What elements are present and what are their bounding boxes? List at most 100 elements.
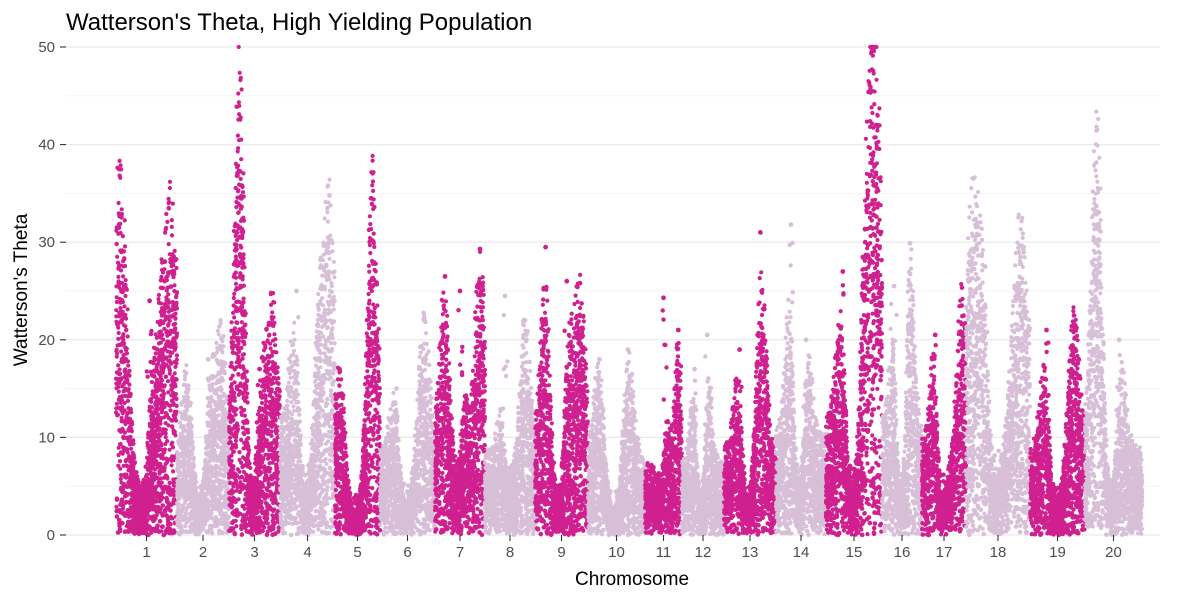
data-point — [240, 284, 244, 288]
data-point — [264, 328, 268, 332]
data-point — [179, 460, 183, 464]
data-point — [231, 390, 235, 394]
data-point — [267, 525, 272, 530]
data-point — [187, 503, 192, 508]
data-point — [289, 360, 293, 364]
data-point — [128, 522, 133, 527]
data-point — [170, 225, 174, 229]
data-point — [236, 485, 241, 490]
data-point — [172, 530, 177, 535]
data-point — [160, 525, 165, 530]
data-point — [287, 394, 291, 398]
data-point — [170, 264, 174, 268]
data-point — [127, 373, 131, 377]
data-point — [175, 404, 179, 408]
data-point — [180, 508, 185, 513]
data-point — [273, 337, 277, 341]
data-point — [149, 370, 153, 374]
data-point — [173, 327, 177, 331]
data-point — [170, 454, 174, 458]
data-point — [122, 257, 126, 261]
data-point — [121, 436, 125, 440]
data-point — [165, 278, 169, 282]
data-point — [116, 337, 120, 341]
data-point — [115, 402, 119, 406]
data-point — [217, 503, 222, 508]
peak-point — [172, 269, 177, 274]
data-point — [230, 453, 234, 457]
data-point — [114, 386, 118, 390]
data-point — [182, 383, 186, 387]
data-point — [132, 531, 137, 536]
data-point — [190, 480, 195, 485]
data-point — [261, 380, 265, 384]
data-point — [234, 445, 238, 449]
peak-point — [162, 259, 167, 264]
data-point — [122, 353, 126, 357]
data-point — [259, 448, 263, 452]
data-point — [194, 480, 198, 484]
data-point — [244, 499, 249, 504]
data-point — [224, 514, 229, 519]
data-point — [297, 413, 301, 417]
data-point — [221, 422, 225, 426]
data-point — [126, 307, 130, 311]
data-point — [269, 291, 273, 295]
data-point — [173, 316, 177, 320]
data-point — [232, 471, 237, 476]
data-point — [209, 527, 214, 532]
data-point — [271, 454, 275, 458]
data-point — [237, 112, 241, 116]
data-point — [165, 220, 169, 224]
data-point — [194, 530, 199, 535]
data-point — [215, 346, 219, 350]
data-point — [218, 512, 223, 517]
data-point — [129, 427, 133, 431]
data-point — [266, 338, 270, 342]
data-point — [120, 311, 124, 315]
data-point — [265, 505, 270, 510]
data-point — [247, 448, 251, 452]
data-point — [121, 487, 126, 492]
data-point — [157, 341, 161, 345]
data-point — [162, 533, 167, 538]
data-point — [228, 436, 232, 440]
data-point — [169, 490, 174, 495]
data-point — [120, 207, 124, 211]
data-point — [240, 504, 245, 509]
data-point — [240, 524, 245, 529]
data-point — [260, 356, 264, 360]
data-point — [207, 378, 211, 382]
data-point — [191, 515, 196, 520]
data-point — [217, 457, 221, 461]
data-point — [220, 448, 224, 452]
data-point — [123, 324, 127, 328]
data-point — [326, 439, 330, 443]
data-point — [162, 327, 166, 331]
data-point — [202, 471, 206, 475]
data-point — [174, 397, 178, 401]
data-point — [260, 401, 264, 405]
data-point — [233, 532, 238, 537]
data-point — [263, 423, 267, 427]
data-point — [209, 410, 213, 414]
data-point — [240, 320, 244, 324]
data-point — [179, 432, 183, 436]
data-point — [204, 486, 209, 491]
data-point — [168, 372, 172, 376]
data-point — [219, 479, 223, 483]
data-point — [228, 413, 232, 417]
data-point — [206, 404, 210, 408]
data-point — [166, 485, 171, 490]
data-point — [186, 401, 190, 405]
data-point — [177, 520, 182, 525]
data-point — [292, 369, 296, 373]
data-point — [206, 481, 211, 486]
data-point — [153, 516, 158, 521]
data-point — [114, 505, 118, 509]
data-point — [241, 409, 245, 413]
data-point — [191, 485, 196, 490]
data-point — [221, 402, 225, 406]
data-point — [170, 441, 174, 445]
data-point — [230, 365, 234, 369]
